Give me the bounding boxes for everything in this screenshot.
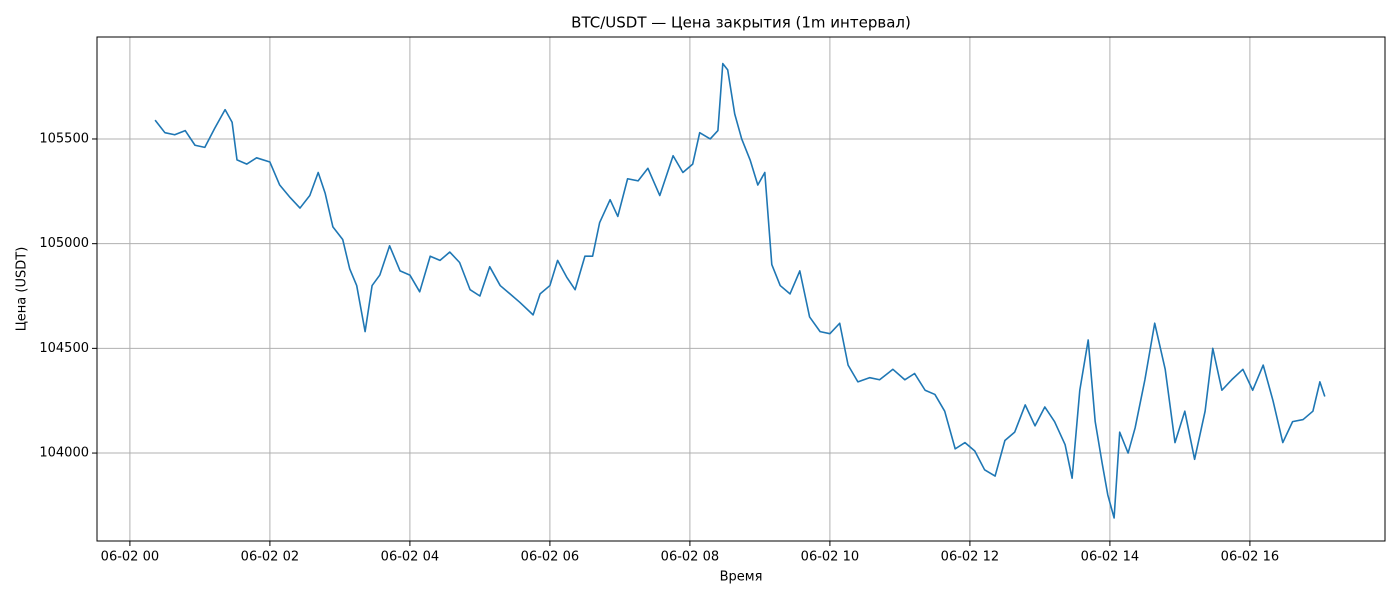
- y-tick-label: 104500: [39, 341, 89, 356]
- x-tick-label: 06-02 04: [381, 550, 439, 565]
- y-tick-label: 105500: [39, 131, 89, 146]
- x-tick-label: 06-02 12: [941, 550, 999, 565]
- x-tick-label: 06-02 06: [521, 550, 579, 565]
- x-tick-label: 06-02 14: [1081, 550, 1139, 565]
- x-tick-label: 06-02 02: [241, 550, 299, 565]
- plot-frame: [96, 36, 1386, 542]
- x-tick-label: 06-02 00: [101, 550, 159, 565]
- y-tick-label: 105000: [39, 236, 89, 251]
- price-line: [154, 62, 1326, 519]
- x-axis-label: Время: [720, 570, 763, 585]
- x-tick-label: 06-02 08: [661, 550, 719, 565]
- x-tick-label: 06-02 10: [801, 550, 859, 565]
- y-axis-label: Цена (USDT): [15, 247, 30, 332]
- chart-title: BTC/USDT — Цена закрытия (1m интервал): [571, 14, 911, 32]
- y-tick-label: 104000: [39, 446, 89, 461]
- x-tick-label: 06-02 16: [1221, 550, 1279, 565]
